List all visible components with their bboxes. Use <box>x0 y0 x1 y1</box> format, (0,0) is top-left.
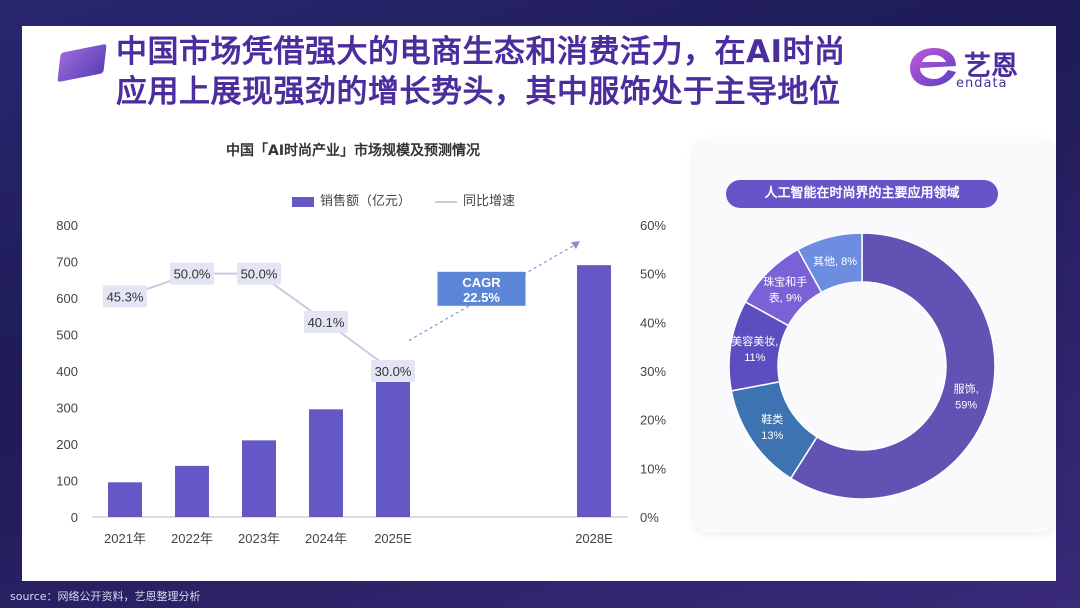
legend-item-sales: 销售额（亿元） <box>292 190 411 209</box>
y-left-tick-label: 500 <box>56 328 78 343</box>
logo-subtext: endata <box>956 76 1008 91</box>
donut-slice-label: 59% <box>955 399 977 411</box>
x-tick-label: 2022年 <box>171 531 213 546</box>
bar-2023年 <box>242 440 276 517</box>
growth-label-box <box>371 360 415 382</box>
y-right-tick-label: 30% <box>640 364 666 379</box>
y-left-tick-label: 800 <box>56 218 78 233</box>
donut-slice-label: 美容美妆, <box>731 334 778 348</box>
bar-2028E <box>577 265 611 517</box>
y-left-tick-label: 200 <box>56 437 78 452</box>
growth-data-label: 40.1% <box>308 315 345 330</box>
y-left-tick-label: 400 <box>56 364 78 379</box>
donut-slice-label: 服饰, <box>954 381 979 395</box>
y-left-tick-label: 600 <box>56 291 78 306</box>
growth-data-label: 30.0% <box>375 364 412 379</box>
cagr-arrow-head <box>571 241 580 250</box>
logo-text: 艺恩 <box>964 51 1018 82</box>
x-tick-label: 2028E <box>575 531 613 546</box>
donut-slice-label: 13% <box>761 430 783 442</box>
bar-2024年 <box>309 409 343 517</box>
growth-label-box <box>304 310 348 333</box>
y-right-tick-label: 60% <box>640 218 666 233</box>
donut-chart-title: 人工智能在时尚界的主要应用领域 <box>726 180 998 208</box>
growth-label-box <box>237 262 281 285</box>
legend-sales-label: 销售额（亿元） <box>320 194 412 209</box>
bar-2021年 <box>108 482 142 517</box>
cagr-box <box>437 271 526 306</box>
y-right-tick-label: 10% <box>640 461 666 476</box>
legend-item-growth: 同比增速 <box>435 190 515 209</box>
donut-slice-label: 其他, 8% <box>813 255 857 268</box>
y-right-tick-label: 20% <box>640 413 666 428</box>
y-left-tick-label: 300 <box>56 401 78 416</box>
y-left-tick-label: 0 <box>71 510 78 525</box>
donut-slice-label: 表, 9% <box>769 290 802 304</box>
growth-data-label: 50.0% <box>174 267 211 282</box>
y-left-tick-label: 700 <box>56 255 78 270</box>
logo-mark-icon <box>910 48 956 87</box>
bar-2025E <box>376 376 410 517</box>
y-right-tick-label: 40% <box>640 315 666 330</box>
donut-slice-label: 11% <box>744 352 765 364</box>
cagr-label: CAGR <box>462 275 501 290</box>
donut-panel: 人工智能在时尚界的主要应用领域 服饰, 59% 鞋类 13% 美容美妆, 11% 珠宝和手表… <box>694 140 1056 532</box>
legend-line-swatch <box>435 200 458 203</box>
bar-chart-title: 中国「AI时尚产业」市场规模及预测情况 <box>226 143 481 159</box>
growth-label-box <box>103 285 147 308</box>
page-title: 中国市场凭借强大的电商生态和消费活力，在AI时尚 应用上展现强劲的增长势头，其中… <box>116 34 846 110</box>
growth-data-label: 45.3% <box>107 290 144 305</box>
cagr-value: 22.5% <box>463 290 500 305</box>
source-note: source：网络公开资料，艺恩整理分析 <box>10 590 201 603</box>
bar-2022年 <box>175 465 209 517</box>
growth-rate-line <box>124 272 394 372</box>
y-left-tick-label: 100 <box>56 474 78 489</box>
x-tick-label: 2024年 <box>305 531 347 546</box>
legend-bar-swatch <box>292 196 314 207</box>
donut-slice-4 <box>796 232 863 294</box>
donut-slice-0 <box>789 232 996 500</box>
bar-chart-legend: 销售额（亿元） 同比增速 <box>292 190 515 209</box>
growth-data-label: 50.0% <box>241 267 278 282</box>
y-right-tick-label: 50% <box>640 267 666 282</box>
y-right-tick-label: 0% <box>640 510 659 525</box>
donut-slice-label: 鞋类 <box>761 412 783 426</box>
x-tick-label: 2023年 <box>238 531 280 546</box>
donut-slice-label: 珠宝和手 <box>763 274 807 288</box>
x-tick-label: 2025E <box>374 531 412 546</box>
brand-logo: 艺恩 endata <box>906 42 1046 92</box>
growth-label-box <box>170 262 214 285</box>
x-tick-label: 2021年 <box>104 531 146 546</box>
legend-growth-label: 同比增速 <box>463 194 516 209</box>
